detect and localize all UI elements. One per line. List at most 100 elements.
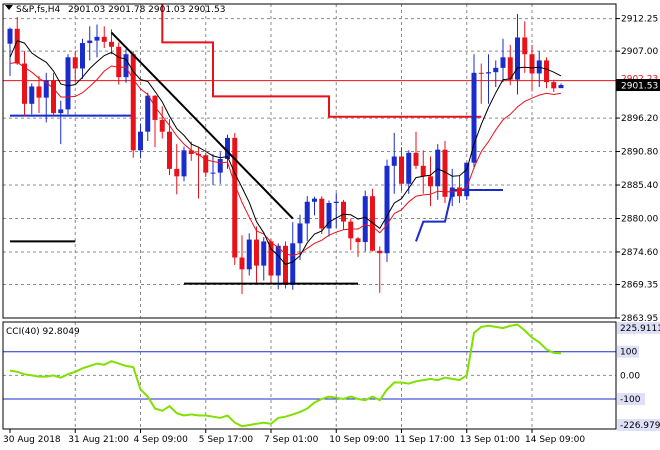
candle-bull [500,57,506,68]
cci-series-line [9,323,562,428]
candle-bull [558,85,564,89]
candle-bear [370,196,375,251]
cci-tick-label: 100 [620,348,637,358]
candle-bull [123,54,129,78]
trendline [110,31,294,220]
cci-tick-label: 225.9111 [620,324,660,334]
axis-labels: 30 Aug 2018 31 Aug 21:00 4 Sep 09:00 5 Sep … [3,15,660,445]
candle-bull [326,203,332,229]
y-tick-label: 2869.35 [621,281,658,291]
candle-bear [442,149,448,197]
candle-bull [43,80,49,98]
candle-bull [290,243,296,285]
candle-bear [413,152,419,166]
candle-bear [507,57,513,80]
candle-bear [36,86,42,98]
candle-bull [304,201,310,224]
x-tick-label: 7 Sep 01:00 [264,435,319,445]
chart-symbol: S&P,fs,H4 [16,5,61,15]
y-tick-label: 2863.95 [621,314,658,324]
y-tick-label: 2890.80 [621,148,658,158]
candle-bear [319,198,325,229]
candle-bear [355,238,361,243]
candle-bear [203,155,209,173]
candle-bull [80,43,85,69]
candle-bear [399,156,404,184]
candle-bull [515,37,520,80]
x-tick-label: 31 Aug 21:00 [68,435,129,445]
candle-bull [217,158,223,173]
candle-bear [283,245,288,285]
cci-label-box [617,419,660,431]
cci-frame [2,321,617,430]
candle-bull [275,245,281,276]
candle-bull [145,95,151,132]
candle-bull [58,109,64,114]
candle-bull [210,172,216,174]
candle-bull [384,165,390,254]
y-tick-label: 2896.20 [621,114,658,124]
candle-bull [391,156,397,166]
candle-bull [181,150,187,177]
y-tick-label: 2907.00 [621,47,658,57]
cci-tick-label: 0.00 [620,371,640,381]
cci-label-box [617,392,645,405]
candle-bull [493,67,499,73]
candle-bull [471,72,477,163]
candle-bear [529,54,535,74]
candle-bull [246,239,252,270]
candle-bull [406,152,412,184]
candle-bear [544,60,549,83]
candle-bear [348,221,354,239]
ma-slow-line [9,61,562,257]
moving-averages [9,39,562,265]
candle-bull [486,72,491,74]
candle-bear [188,150,194,155]
candle-bear [51,80,56,114]
candle-bear [130,54,136,151]
candle-bull [435,149,441,187]
candle-bear [109,41,114,47]
candle-bull [65,57,71,110]
cci-grid [3,322,616,429]
candle-bear [232,137,238,258]
x-tick-label: 13 Sep 01:00 [460,435,520,445]
candle-bear [116,46,122,78]
x-tick-label: 30 Aug 2018 [3,435,61,445]
candle-bear [22,63,27,104]
x-tick-label: 11 Sep 17:00 [395,435,455,445]
last-price-tag [616,79,660,92]
candle-bull [29,86,35,104]
candle-bear [72,57,78,69]
candle-bull [94,36,100,41]
candle-bull [225,137,230,159]
candle-bear [457,187,462,197]
candle-bear [174,168,180,177]
candle-bear [551,82,557,89]
candle-bear [341,201,346,222]
candle-bear [268,241,274,276]
candle-bull [362,196,368,243]
ma-fast-line [9,39,562,265]
main-frame [2,3,617,319]
candle-bull [261,241,267,266]
y-tick-label: 2874.60 [621,248,658,258]
candle-bear [522,37,528,55]
candle-bull [312,198,317,202]
candle-bear [101,36,107,42]
axes [2,3,620,433]
candle-bear [478,72,484,74]
cci-line [9,323,562,428]
dropdown-arrow-icon[interactable] [5,5,13,10]
trendlines [110,31,358,285]
candle-bear [159,119,165,132]
candle-bear [428,176,433,187]
candle-bull [7,28,13,44]
y-tick-label: 2885.40 [621,181,658,191]
cci-tick-label: -226.9796 [620,421,660,431]
stop-level-red [161,4,409,118]
candle-bull [87,40,93,44]
last-price-label: 2901.53 [621,82,658,92]
candle-bear [420,165,426,177]
